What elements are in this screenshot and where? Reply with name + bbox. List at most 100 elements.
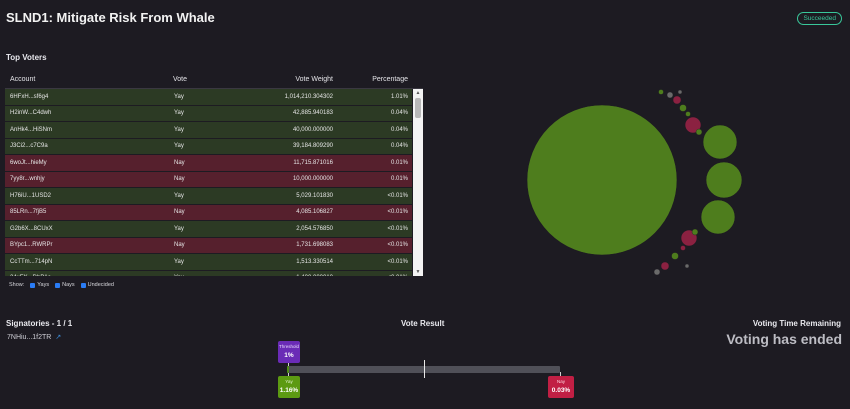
- nay-result-value: 0.03%: [551, 387, 571, 394]
- voter-bubble-small[interactable]: [677, 89, 683, 95]
- voter-bubble-small[interactable]: [691, 228, 699, 236]
- top-voters-table: Account Vote Vote Weight Percentage 6HFx…: [5, 70, 423, 276]
- table-row[interactable]: AnHk4...HiSNm Yay 40,000.000000 0.04%: [5, 122, 412, 139]
- scroll-down-icon[interactable]: ▼: [415, 269, 421, 275]
- signatory-address-text: 7NHiu...1f2TR: [7, 334, 52, 341]
- voter-bubble[interactable]: [684, 116, 702, 134]
- cell-account: AnHk4...HiSNm: [10, 126, 53, 133]
- cell-vote-weight: 39,184.809290: [292, 143, 333, 150]
- nay-result-label: Nay: [556, 379, 565, 384]
- cell-percentage: 0.01%: [390, 159, 408, 166]
- column-header-percentage[interactable]: Percentage: [372, 75, 408, 83]
- cell-vote: Yay: [174, 143, 184, 150]
- voter-bubble-small[interactable]: [680, 245, 686, 251]
- cell-percentage: <0.01%: [337, 275, 412, 276]
- page-title: SLND1: Mitigate Risk From Whale: [6, 10, 215, 25]
- voter-bubble-small[interactable]: [672, 95, 682, 105]
- voter-bubble-small[interactable]: [658, 89, 664, 95]
- yay-result-label: Yay: [285, 379, 293, 384]
- cell-vote-weight: 1,513.330514: [296, 258, 333, 265]
- filter-nays[interactable]: Nays: [55, 282, 75, 288]
- table-row[interactable]: H76iU...1USD2 Yay 5,029.101830 <0.01%: [5, 188, 412, 205]
- filter-yays-label: Yays: [37, 282, 50, 288]
- cell-vote: Nay: [174, 176, 185, 183]
- nay-connector: [560, 372, 561, 377]
- table-row[interactable]: 6woJt...hieMy Nay 11,715.871016 0.01%: [5, 155, 412, 172]
- cell-account: H76iU...1USD2: [10, 192, 52, 199]
- cell-percentage: 0.04%: [390, 126, 408, 133]
- voter-bubble-small[interactable]: [660, 261, 670, 271]
- cell-percentage: <0.01%: [387, 209, 408, 216]
- voter-bubble-small[interactable]: [679, 104, 687, 112]
- threshold-badge: Threshold 1%: [278, 341, 300, 363]
- show-label: Show:: [9, 282, 25, 288]
- vote-filters: Show: Yays Nays Undecided: [9, 282, 114, 288]
- cell-vote: Yay: [174, 258, 184, 265]
- filter-undecided[interactable]: Undecided: [80, 282, 114, 288]
- cell-account: H2inW...C4dwh: [10, 110, 52, 117]
- cell-vote: Yay: [165, 275, 219, 276]
- cell-account: CcTTm...714pN: [10, 258, 53, 265]
- voter-bubble-small[interactable]: [684, 263, 690, 269]
- voter-bubble-small[interactable]: [685, 111, 691, 117]
- checkbox-icon[interactable]: [55, 282, 61, 288]
- table-row[interactable]: H2inW...C4dwh Yay 42,885.940183 0.04%: [5, 105, 412, 122]
- cell-account: 6woJt...hieMy: [10, 159, 47, 166]
- table-row[interactable]: J3Ci2...c7C9a Yay 39,184.809290 0.04%: [5, 138, 412, 155]
- cell-account: J3Ci2...c7C9a: [10, 143, 48, 150]
- column-header-vote-weight[interactable]: Vote Weight: [295, 75, 333, 83]
- cell-percentage: 0.04%: [390, 143, 408, 150]
- table-header: Account Vote Vote Weight Percentage: [5, 70, 423, 89]
- column-header-vote[interactable]: Vote: [173, 75, 188, 83]
- column-header-account[interactable]: Account: [10, 75, 36, 83]
- signatory-address[interactable]: 7NHiu...1f2TR ↗: [7, 333, 61, 341]
- checkbox-icon[interactable]: [80, 282, 86, 288]
- scroll-up-icon[interactable]: ▲: [415, 90, 421, 96]
- threshold-label: Threshold: [278, 344, 299, 349]
- voter-bubble-small[interactable]: [653, 268, 661, 276]
- voter-bubble-small[interactable]: [666, 91, 674, 99]
- vote-result-title: Vote Result: [401, 319, 445, 328]
- table-row[interactable]: 7yy8r...wnhjy Nay 10,000.000000 0.01%: [5, 171, 412, 188]
- signatories-title: Signatories - 1 / 1: [6, 319, 73, 328]
- table-row[interactable]: CcTTm...714pN Yay 1,513.330514 <0.01%: [5, 254, 412, 271]
- table-row[interactable]: 24xEK...DbB1cYay1,400.000010<0.01%: [5, 270, 412, 276]
- filter-yays[interactable]: Yays: [30, 282, 49, 288]
- cell-account: G2b6X...8CUxX: [10, 225, 53, 232]
- checkbox-icon[interactable]: [30, 282, 36, 288]
- table-row[interactable]: BYpc1...RWRPr Nay 1,731.698083 <0.01%: [5, 237, 412, 254]
- cell-vote: Yay: [174, 126, 184, 133]
- yay-progress-fill: [287, 366, 289, 373]
- cell-percentage: <0.01%: [387, 192, 408, 199]
- voter-bubble[interactable]: [526, 104, 678, 256]
- cell-account: 7yy8r...wnhjy: [10, 176, 45, 183]
- cell-account: 24xEK...DbB1c: [5, 275, 165, 276]
- table-body: 6HFxH...sf6g4 Yay 1,014,210.304302 1.01% H2i…: [5, 89, 412, 276]
- external-link-icon[interactable]: ↗: [55, 334, 62, 341]
- cell-vote-weight: 10,000.000000: [292, 176, 333, 183]
- filter-undecided-label: Undecided: [87, 282, 114, 288]
- voter-bubble[interactable]: [705, 161, 743, 199]
- cell-vote: Nay: [174, 159, 185, 166]
- voter-bubble-small[interactable]: [695, 128, 703, 136]
- table-row[interactable]: 85LRn...7fjB5 Nay 4,085.106827 <0.01%: [5, 204, 412, 221]
- cell-percentage: <0.01%: [387, 242, 408, 249]
- cell-vote-weight: 1,014,210.304302: [284, 93, 333, 100]
- cell-vote-weight: 1,731.698083: [296, 242, 333, 249]
- threshold-connector: [288, 362, 289, 367]
- table-row[interactable]: G2b6X...8CUxX Yay 2,054.576850 <0.01%: [5, 221, 412, 238]
- cell-vote-weight: 4,085.106827: [296, 209, 333, 216]
- voter-bubble-chart: [526, 89, 743, 276]
- voter-bubble-small[interactable]: [671, 252, 679, 260]
- cell-vote: Yay: [174, 93, 184, 100]
- voter-bubble[interactable]: [702, 124, 738, 160]
- nay-result-badge: Nay 0.03%: [548, 376, 574, 398]
- cell-account: 85LRn...7fjB5: [10, 209, 47, 216]
- cell-vote-weight: 1,400.000010: [219, 275, 337, 276]
- scroll-thumb[interactable]: [415, 98, 421, 118]
- cell-vote-weight: 2,054.576850: [296, 225, 333, 232]
- cell-vote: Yay: [174, 110, 184, 117]
- table-row[interactable]: 6HFxH...sf6g4 Yay 1,014,210.304302 1.01%: [5, 89, 412, 106]
- table-scrollbar[interactable]: ▲ ▼: [413, 89, 423, 276]
- voter-bubble[interactable]: [700, 199, 736, 235]
